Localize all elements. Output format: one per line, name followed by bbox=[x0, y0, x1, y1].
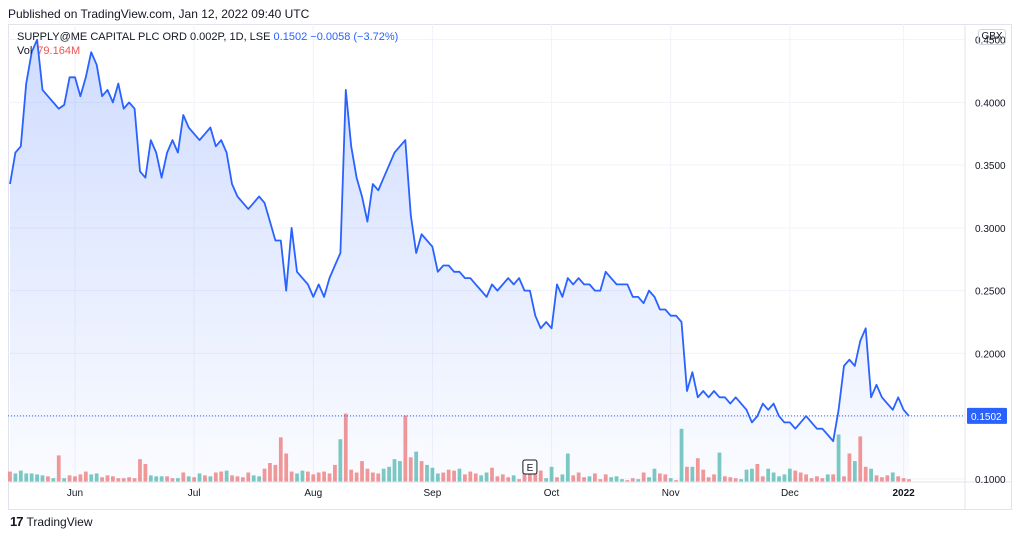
y-tick-label: 0.2000 bbox=[975, 349, 1006, 360]
y-tick-label: 0.3000 bbox=[975, 224, 1006, 235]
volume-label: Vol bbox=[17, 45, 33, 57]
y-tick-label: 0.2500 bbox=[975, 287, 1006, 298]
footer-brand[interactable]: 17 TradingView bbox=[10, 514, 93, 529]
earnings-marker-icon bbox=[522, 459, 538, 475]
last-price-badge-label: 0.1502 bbox=[971, 412, 1002, 423]
earnings-marker-label: E bbox=[527, 463, 534, 474]
x-tick-label: 2022 bbox=[892, 488, 915, 499]
tradingview-logo-icon: 17 bbox=[10, 514, 24, 529]
chart-frame[interactable] bbox=[8, 24, 1012, 510]
price-line bbox=[9, 38, 910, 443]
published-caption: Published on TradingView.com, Jan 12, 20… bbox=[8, 7, 310, 21]
x-tick-label: Jul bbox=[188, 488, 201, 499]
symbol-name: SUPPLY@ME CAPITAL PLC ORD 0.002P, 1D, LS… bbox=[17, 31, 271, 43]
x-tick-label: Jun bbox=[67, 488, 83, 499]
last-price-badge bbox=[967, 407, 1007, 424]
volume-legend: Vol 79.164M bbox=[17, 45, 80, 57]
x-tick-label: Sep bbox=[424, 488, 442, 499]
y-tick-label: 0.4500 bbox=[975, 36, 1006, 47]
last-price: 0.1502 bbox=[273, 31, 308, 43]
price-area bbox=[10, 39, 909, 482]
price-change: −0.0058 (−3.72%) bbox=[310, 31, 399, 43]
x-tick-label: Oct bbox=[544, 488, 560, 499]
symbol-legend: SUPPLY@ME CAPITAL PLC ORD 0.002P, 1D, LS… bbox=[17, 31, 398, 43]
brand-name: TradingView bbox=[26, 514, 93, 529]
x-tick-label: Dec bbox=[781, 488, 799, 499]
y-tick-label: 0.1000 bbox=[975, 475, 1006, 486]
currency-button[interactable]: GBX bbox=[978, 29, 1006, 45]
volume-value: 79.164M bbox=[37, 45, 81, 57]
y-tick-label: 0.4000 bbox=[975, 98, 1006, 109]
x-tick-label: Aug bbox=[304, 488, 322, 499]
x-tick-label: Nov bbox=[662, 488, 680, 499]
y-tick-label: 0.3500 bbox=[975, 161, 1006, 172]
